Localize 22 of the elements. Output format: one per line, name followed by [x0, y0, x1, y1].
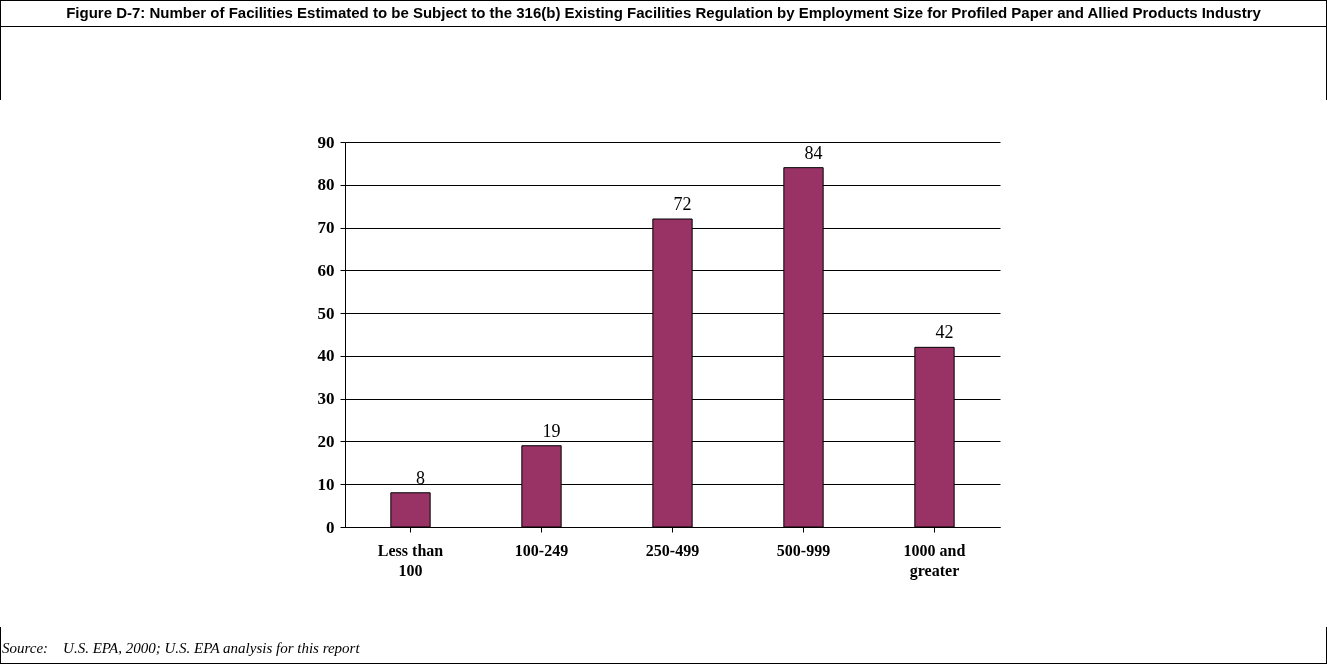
y-tick-label: 20 [317, 431, 335, 451]
data-label: 84 [804, 142, 823, 163]
data-label: 42 [935, 322, 954, 343]
y-tick-label: 70 [317, 218, 335, 238]
data-label: 8 [416, 467, 425, 488]
y-tick-label: 0 [326, 517, 335, 537]
source-note: Source: U.S. EPA, 2000; U.S. EPA analysis for this report [2, 640, 360, 657]
data-label: 19 [542, 420, 561, 441]
x-tick-label: 250-499 [645, 541, 700, 559]
y-tick-label: 50 [317, 303, 335, 323]
y-tick-label: 90 [317, 132, 335, 152]
x-tick-label: 100-249 [514, 541, 569, 559]
x-tick-label: 500-999 [776, 541, 831, 559]
chart-title: Figure D-7: Number of Facilities Estimated to be Subject to the 316(b) Existing Facilities Regulation by Employment Size for Profiled Paper and Allied Products Industry [1, 1, 1326, 27]
y-tick-label: 40 [317, 346, 335, 366]
y-tick-label: 60 [317, 260, 335, 280]
y-tick-label: 80 [317, 175, 335, 195]
x-tick-label: Less than 100 [377, 541, 444, 579]
data-label: 72 [673, 194, 692, 214]
y-tick-label: 30 [317, 389, 335, 409]
y-tick-label: 10 [317, 474, 335, 494]
x-tick-label: 1000 and greater [903, 541, 966, 580]
